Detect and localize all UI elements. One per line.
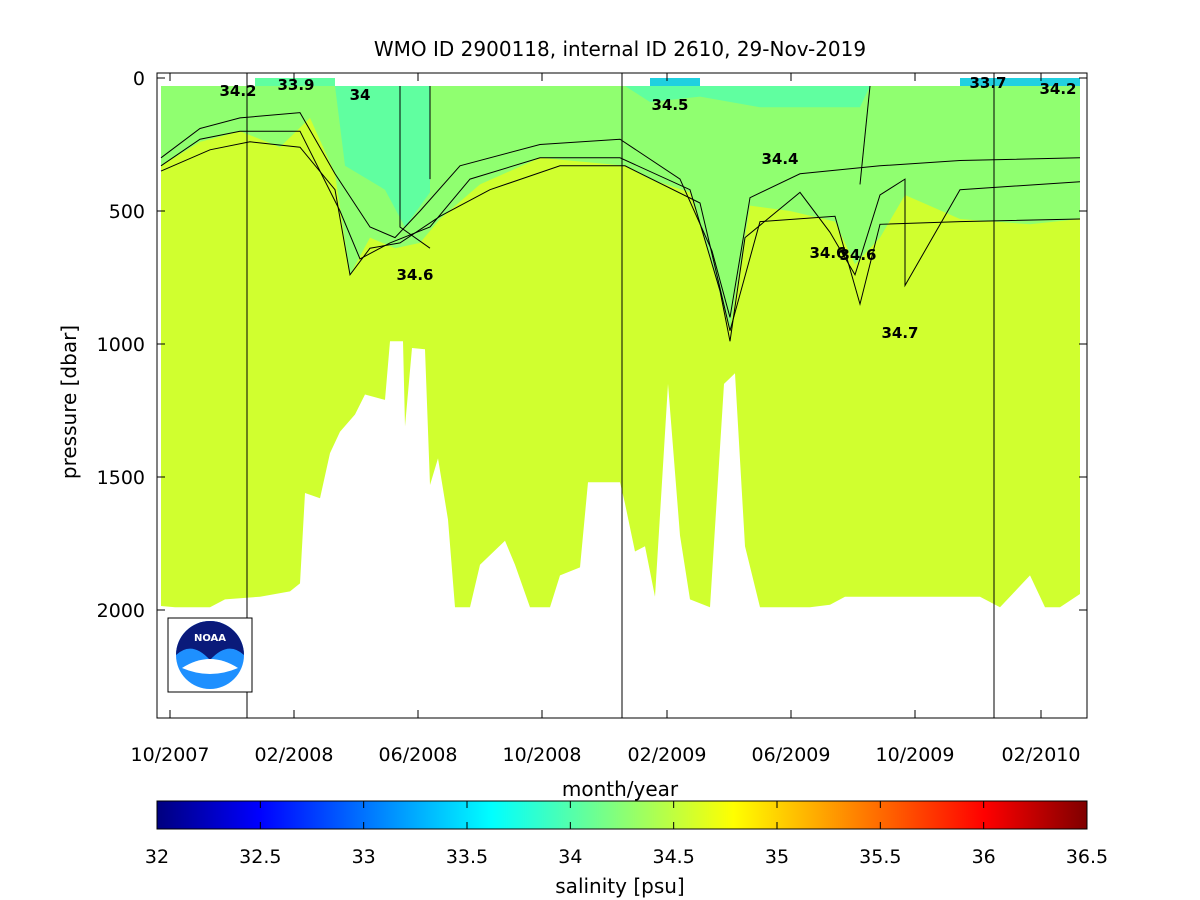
contour-line bbox=[399, 86, 431, 249]
surface-water-pocket bbox=[335, 85, 430, 227]
y-tick-label: 1000 bbox=[97, 334, 145, 356]
x-tick-label: 02/2010 bbox=[1002, 744, 1081, 766]
y-tick-label: 0 bbox=[133, 68, 145, 90]
contour-label: 33.9 bbox=[277, 76, 314, 94]
colorbar bbox=[156, 800, 1088, 830]
surface-water-pocket bbox=[625, 85, 870, 108]
contour-line bbox=[160, 112, 1081, 318]
y-axis-label: pressure [dbar] bbox=[57, 325, 81, 479]
colorbar-ticks: 32 32.5 33 33.5 34 34.5 35 35.5 36 36.5 bbox=[145, 801, 1108, 868]
contour-label: 34.6 bbox=[839, 246, 876, 264]
contour-label: 34.7 bbox=[881, 324, 918, 342]
colorbar-tick-label: 32.5 bbox=[239, 846, 281, 868]
plot-frame bbox=[156, 72, 1088, 719]
surface-water-strip bbox=[255, 78, 335, 86]
contour-label: 34.6 bbox=[396, 266, 433, 284]
y-tick-label: 500 bbox=[109, 201, 145, 223]
colorbar-tick-label: 33 bbox=[352, 846, 376, 868]
x-tick-label: 10/2008 bbox=[503, 744, 582, 766]
contour-label: 34.5 bbox=[651, 96, 688, 114]
surface-fresh-strip bbox=[650, 78, 700, 86]
colorbar-tick-label: 35 bbox=[765, 846, 789, 868]
x-tick-label: 10/2007 bbox=[131, 744, 210, 766]
contour-label: 34.4 bbox=[761, 150, 798, 168]
x-axis-label: month/year bbox=[562, 777, 679, 801]
noaa-logo: NOAA bbox=[167, 617, 253, 693]
x-tick-label: 02/2008 bbox=[255, 744, 334, 766]
y-tick-label: 1500 bbox=[97, 467, 145, 489]
x-tick-label: 06/2008 bbox=[379, 744, 458, 766]
contour-label: 34.2 bbox=[219, 82, 256, 100]
colorbar-label: salinity [psu] bbox=[555, 874, 684, 898]
contour-label: 34 bbox=[350, 86, 371, 104]
colorbar-tick-label: 32 bbox=[145, 846, 169, 868]
colorbar-tick-label: 36 bbox=[972, 846, 996, 868]
contour-label: 34.2 bbox=[1039, 80, 1076, 98]
x-tick-label: 06/2009 bbox=[752, 744, 831, 766]
contour-label: 34.6 bbox=[809, 244, 846, 262]
x-tick-label: 10/2009 bbox=[876, 744, 955, 766]
x-tick-label: 02/2009 bbox=[628, 744, 707, 766]
contour-line bbox=[859, 85, 871, 185]
colorbar-tick-label: 34.5 bbox=[653, 846, 695, 868]
surface-fresh-strip bbox=[960, 78, 1080, 86]
noaa-logo-text: NOAA bbox=[194, 633, 226, 644]
chart-title: WMO ID 2900118, internal ID 2610, 29-Nov… bbox=[374, 37, 866, 61]
colorbar-tick-label: 36.5 bbox=[1066, 846, 1108, 868]
contour-line bbox=[160, 141, 1081, 331]
colorbar-tick-label: 34 bbox=[558, 846, 582, 868]
colorbar-tick-label: 33.5 bbox=[446, 846, 488, 868]
colorbar-tick-label: 35.5 bbox=[859, 846, 901, 868]
contour-line bbox=[160, 130, 1081, 342]
y-tick-label: 2000 bbox=[97, 600, 145, 622]
contour-label: 33.7 bbox=[969, 74, 1006, 92]
